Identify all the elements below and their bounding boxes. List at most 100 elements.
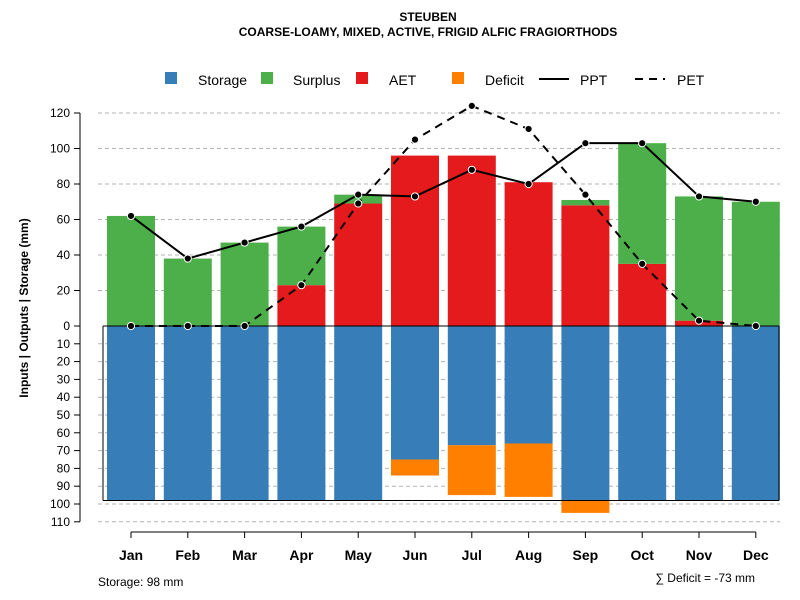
x-tick-label: Nov [686, 547, 713, 563]
x-tick-label: Apr [289, 547, 314, 563]
x-tick-label: Jun [403, 547, 428, 563]
ppt-point [694, 192, 704, 201]
surplus-bar [561, 199, 610, 206]
x-tick-label: May [345, 547, 372, 563]
ppt-point [638, 139, 647, 148]
y-axis-label: Inputs | Outputs | Storage (mm) [17, 218, 31, 397]
pet-point [240, 321, 249, 331]
y-tick-label: 80 [57, 461, 71, 475]
legend-label: AET [389, 72, 417, 88]
x-tick-label: Aug [515, 547, 542, 563]
storage-bar [277, 326, 326, 501]
legend-label: Deficit [485, 72, 524, 88]
y-tick-label: 10 [57, 337, 71, 351]
legend-label: PET [677, 72, 705, 88]
legend-swatch [261, 72, 273, 84]
ppt-point [410, 192, 420, 201]
y-tick-label: 0 [63, 319, 70, 333]
pet-point [751, 321, 760, 331]
x-tick-label: Oct [631, 547, 655, 563]
ppt-point [240, 238, 249, 247]
pet-point [524, 124, 533, 134]
legend-swatch [356, 72, 368, 84]
pet-point [410, 135, 420, 144]
deficit-bar [561, 500, 610, 513]
surplus-bar [731, 201, 780, 326]
y-tick-label: 100 [50, 142, 70, 156]
aet-bar [447, 155, 496, 326]
storage-bar [334, 326, 383, 501]
y-tick-label: 20 [57, 355, 71, 369]
ppt-point [467, 165, 476, 174]
y-tick-label: 90 [57, 479, 71, 493]
pet-point [581, 190, 590, 199]
aet-bar [277, 285, 326, 326]
storage-bar [447, 326, 496, 446]
ppt-point [524, 179, 533, 189]
x-tick-label: Feb [175, 547, 200, 563]
storage-bar [618, 326, 667, 501]
ppt-point [354, 190, 363, 199]
y-tick-label: 70 [57, 444, 71, 458]
ppt-point [751, 197, 760, 206]
surplus-bar [220, 242, 269, 326]
storage-footer: Storage: 98 mm [98, 575, 183, 589]
x-tick-label: Jul [462, 547, 482, 563]
aet-bar [561, 205, 610, 326]
storage-bar [675, 326, 723, 501]
pet-line [131, 104, 756, 327]
x-tick-label: Mar [232, 547, 257, 563]
pet-point [467, 101, 476, 111]
axes: 0 20 40 60 80 100 120 10 20 30 40 50 60 70 80 90 100 110 J… [50, 106, 780, 563]
storage-bar [391, 326, 439, 460]
legend: Storage Surplus AET Deficit PPT PET [165, 72, 705, 88]
aet-bar [334, 203, 383, 326]
storage-bar [107, 326, 155, 501]
chart-subtitle: COARSE-LOAMY, MIXED, ACTIVE, FRIGID ALFI… [239, 25, 617, 39]
y-tick-label: 30 [57, 372, 71, 386]
y-tick-label: 80 [57, 177, 71, 191]
ppt-point [126, 211, 136, 221]
deficit-footer: ∑ Deficit = -73 mm [655, 571, 755, 585]
storage-bar [561, 326, 610, 501]
y-tick-label: 100 [50, 497, 70, 511]
legend-label: Storage [198, 72, 247, 88]
y-tick-label: 50 [57, 408, 71, 422]
x-tick-label: Dec [743, 547, 769, 563]
surplus-bar [675, 196, 723, 321]
legend-label: Surplus [293, 72, 340, 88]
bars [107, 143, 780, 513]
ppt-point [183, 254, 192, 263]
deficit-bar [391, 459, 439, 476]
pet-point [183, 321, 192, 331]
surplus-bar [163, 258, 212, 326]
aet-bar [391, 155, 439, 326]
y-tick-label: 40 [57, 390, 71, 404]
storage-bar [220, 326, 269, 501]
surplus-bar [107, 215, 155, 326]
storage-bar [163, 326, 212, 501]
legend-swatch [165, 72, 177, 84]
chart-title: STEUBEN [399, 10, 456, 24]
aet-bar [504, 182, 553, 326]
y-tick-label: 110 [51, 515, 70, 529]
pet-point [638, 259, 647, 268]
y-tick-label: 20 [57, 284, 71, 298]
series-lines [126, 101, 760, 331]
pet-point [297, 281, 306, 290]
ppt-line [130, 142, 756, 260]
deficit-bar [504, 443, 553, 497]
ppt-point [297, 222, 306, 231]
y-tick-label: 60 [57, 213, 71, 227]
y-tick-label: 60 [57, 426, 71, 440]
y-tick-label: 40 [57, 248, 71, 262]
deficit-bar [447, 445, 496, 496]
surplus-bar [618, 143, 667, 264]
x-tick-label: Jan [119, 547, 143, 563]
surplus-bar [277, 226, 326, 286]
y-tick-label: 120 [50, 106, 70, 120]
legend-swatch [452, 72, 464, 84]
aet-bar [618, 263, 667, 326]
storage-bar [731, 326, 780, 501]
